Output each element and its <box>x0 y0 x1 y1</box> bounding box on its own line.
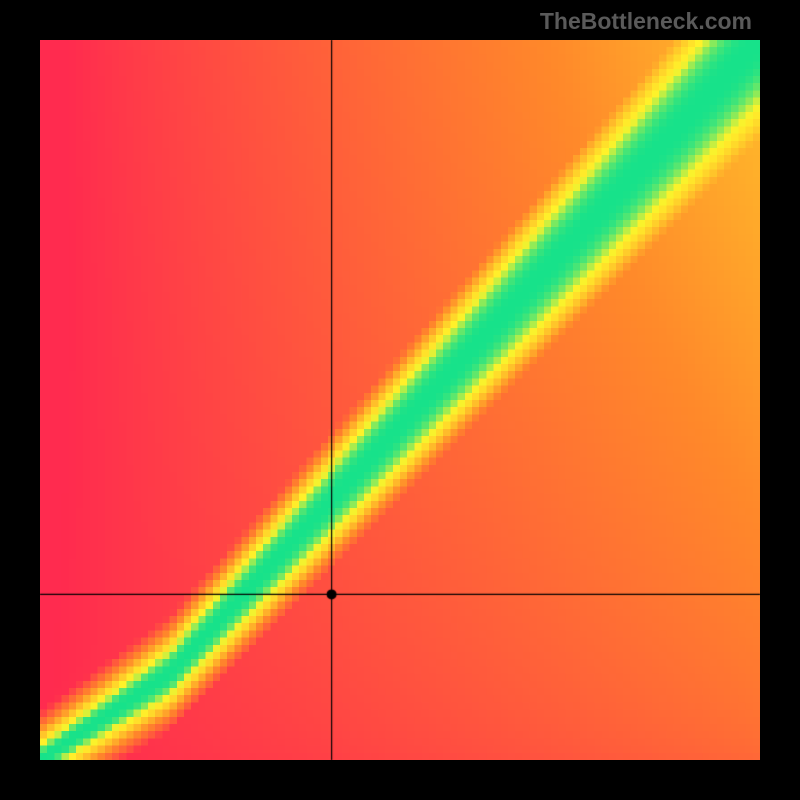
bottleneck-heatmap <box>40 40 760 760</box>
watermark-text: TheBottleneck.com <box>540 8 752 35</box>
chart-container: TheBottleneck.com <box>0 0 800 800</box>
